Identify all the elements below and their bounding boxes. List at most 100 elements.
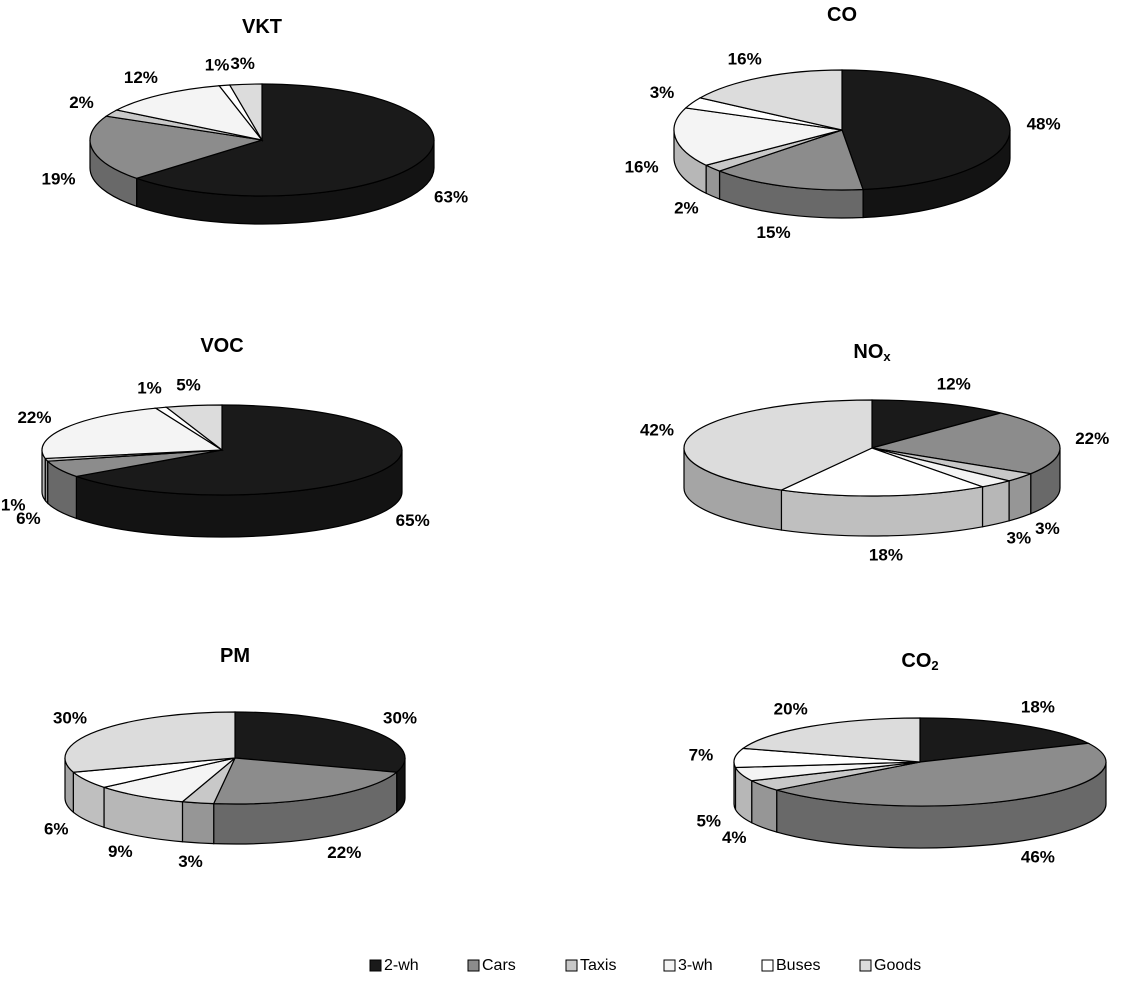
legend-swatch <box>761 959 774 972</box>
slice-top <box>101 757 236 803</box>
slice-side-shade <box>42 450 46 501</box>
slice-side-shade <box>684 448 782 531</box>
pie-slice <box>871 412 1061 515</box>
chart-title: CO <box>827 4 857 26</box>
data-label: 2% <box>69 93 94 112</box>
slice-side-shade <box>213 772 397 844</box>
pie-slice <box>228 83 263 143</box>
slice-side-shade <box>136 140 434 224</box>
pie-slice <box>89 115 263 208</box>
data-label: 30% <box>53 709 87 728</box>
slice-top <box>134 83 435 197</box>
title-text: VOC <box>200 335 243 357</box>
slice-top <box>673 107 843 166</box>
legend-swatch <box>859 959 872 972</box>
data-label: 4% <box>722 828 747 847</box>
chart-title: PM <box>220 645 250 667</box>
title-text: CO <box>901 650 931 672</box>
legend-swatch <box>663 959 676 972</box>
legend-label: Goods <box>874 957 921 974</box>
data-label: 19% <box>42 169 76 188</box>
data-label: 1% <box>137 378 162 397</box>
pie-slice <box>698 69 843 131</box>
data-label: 3% <box>650 83 675 102</box>
data-label: 6% <box>44 819 69 838</box>
slice-top <box>871 412 1061 475</box>
data-label: 1% <box>205 55 230 74</box>
title-subscript: 2 <box>931 658 938 673</box>
pie-slice <box>741 717 921 763</box>
slice-side-shade <box>982 480 1010 527</box>
data-label: 1% <box>1 496 26 515</box>
slice-top <box>228 83 263 143</box>
slice-side-shade <box>73 772 105 828</box>
pie-slice <box>779 447 985 537</box>
pie-slice <box>733 747 921 810</box>
pie-slice <box>134 83 435 225</box>
pie-slice <box>776 742 1107 849</box>
slice-top <box>64 711 236 773</box>
title-text: PM <box>220 645 250 667</box>
slice-top <box>234 711 406 773</box>
data-label: 3% <box>230 54 255 73</box>
pie-slice <box>114 85 264 141</box>
slice-top <box>89 115 263 179</box>
slice-top <box>871 399 1001 449</box>
slice-side-shade <box>182 801 214 844</box>
slice-side-shade <box>396 758 405 813</box>
slice-top <box>919 717 1091 763</box>
legend-label: Taxis <box>580 957 616 974</box>
slice-side-shade <box>751 780 777 833</box>
slice-side-shade <box>863 130 1010 218</box>
slice-top <box>717 129 864 191</box>
data-label: 18% <box>1021 697 1055 716</box>
data-label: 48% <box>1027 114 1061 133</box>
pie-slice <box>683 399 873 531</box>
pie-slice <box>74 404 403 538</box>
data-label: 3% <box>1035 519 1060 538</box>
data-label: 2% <box>674 198 699 217</box>
data-label: 18% <box>869 545 903 564</box>
data-label: 5% <box>176 375 201 394</box>
slice-top <box>114 85 264 141</box>
title-text: CO <box>827 4 857 26</box>
slice-side-shade <box>674 130 707 194</box>
data-label: 30% <box>383 709 417 728</box>
slice-side-shade <box>45 458 48 504</box>
slice-top <box>779 447 985 497</box>
slice-top <box>776 742 1107 807</box>
legend-label: Buses <box>776 957 820 974</box>
chart-title: VKT <box>242 16 282 38</box>
pie-slice <box>871 447 1033 522</box>
pie-slice <box>749 761 921 833</box>
slice-top <box>41 407 224 460</box>
pie-slice <box>673 107 843 195</box>
title-text: NO <box>853 341 883 363</box>
legend-label: Cars <box>482 957 516 974</box>
data-label: 7% <box>689 745 714 764</box>
data-label: 46% <box>1021 848 1055 867</box>
chart-title: NOx <box>853 341 891 364</box>
slice-side-shade <box>65 758 74 813</box>
slice-side-shade <box>776 762 1106 848</box>
slice-side-shade <box>104 787 183 842</box>
data-label: 22% <box>1075 429 1109 448</box>
slice-side-shade <box>706 165 720 200</box>
data-label: 9% <box>108 842 133 861</box>
pie-slice <box>41 407 224 503</box>
data-label: 6% <box>16 509 41 528</box>
legend-swatch <box>565 959 578 972</box>
legend-label: 3-wh <box>678 957 713 974</box>
title-subscript: x <box>883 349 891 364</box>
slice-top <box>841 69 1011 191</box>
pie-slice <box>101 757 236 843</box>
pie-slice <box>64 711 236 814</box>
slice-side-shade <box>1009 473 1031 521</box>
slice-side-shade <box>90 140 137 207</box>
legend-swatch <box>467 959 480 972</box>
slice-side-shade <box>734 762 736 810</box>
data-label: 12% <box>124 68 158 87</box>
title-text: VKT <box>242 16 282 38</box>
data-label: 16% <box>625 158 659 177</box>
